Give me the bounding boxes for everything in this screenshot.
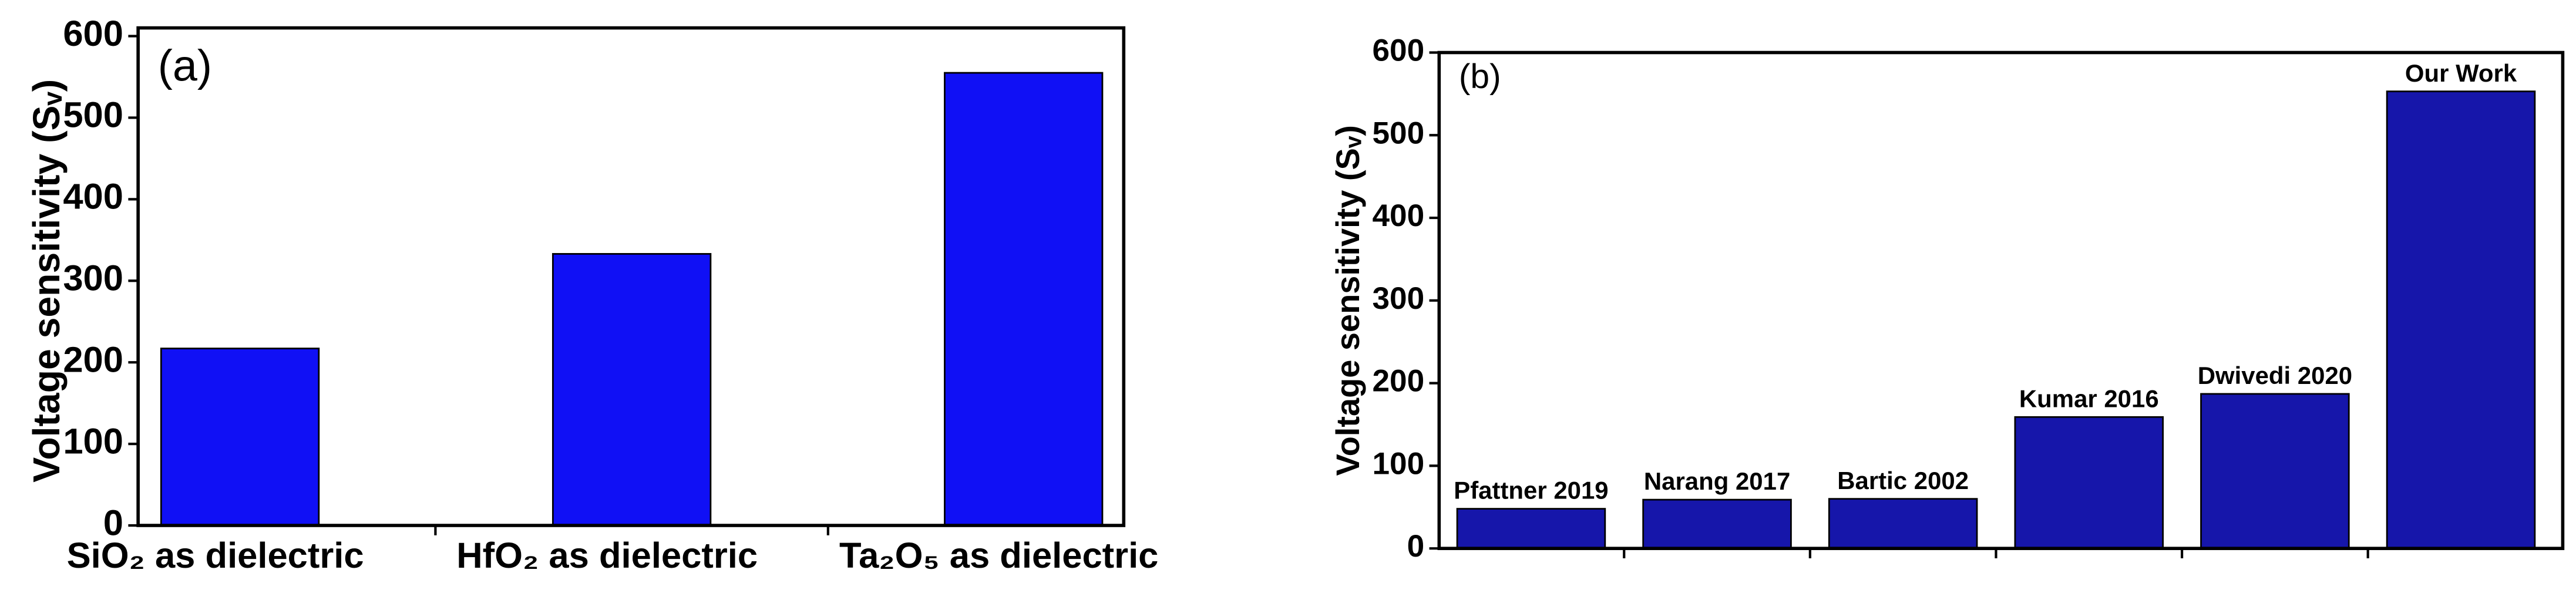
- y-tick-label: 300: [1373, 281, 1425, 316]
- bar-label: Bartic 2002: [1837, 467, 1969, 494]
- y-tick-label: 400: [1373, 198, 1425, 233]
- panel-label: (b): [1459, 58, 1501, 96]
- bar: [1456, 508, 1606, 550]
- y-axis-label: Voltage sensitivity (Sᵥ): [1329, 125, 1366, 476]
- y-tick-label: 100: [63, 421, 123, 461]
- plot-frame: [1437, 50, 2565, 550]
- y-tick-label: 400: [63, 177, 123, 217]
- bar: [1828, 498, 1978, 550]
- bar: [160, 348, 320, 527]
- bar: [2014, 416, 2164, 550]
- bar: [1642, 498, 1792, 550]
- y-tick-label: 200: [1373, 364, 1425, 399]
- bar-label: Our Work: [2405, 59, 2517, 87]
- y-tick-label: 500: [63, 95, 123, 136]
- bar-label: Kumar 2016: [2019, 385, 2159, 412]
- y-axis-label: Voltage sensitivity (Sᵥ): [25, 79, 68, 483]
- y-tick-label: 100: [1373, 446, 1425, 481]
- bar: [551, 253, 712, 527]
- bar: [944, 72, 1104, 527]
- bar-label: Narang 2017: [1644, 467, 1790, 495]
- bar-label: Dwivedi 2020: [2198, 362, 2352, 389]
- y-tick-label: 200: [63, 339, 123, 380]
- y-tick-label: 600: [63, 14, 123, 54]
- y-tick-label: 0: [1407, 529, 1425, 564]
- bar-label: Pfattner 2019: [1454, 477, 1608, 504]
- bar: [2386, 90, 2536, 550]
- x-tick-label: Ta₂O₅ as dielectric: [839, 535, 1158, 576]
- x-tick-label: SiO₂ as dielectric: [67, 535, 364, 576]
- x-tick-label: HfO₂ as dielectric: [456, 535, 758, 576]
- y-tick-label: 300: [63, 258, 123, 299]
- plot-frame: [136, 26, 1126, 527]
- bar: [2200, 393, 2350, 550]
- y-tick-label: 500: [1373, 116, 1425, 150]
- y-tick-label: 0: [103, 503, 123, 543]
- y-tick-label: 600: [1373, 33, 1425, 68]
- panel-label: (a): [158, 41, 212, 90]
